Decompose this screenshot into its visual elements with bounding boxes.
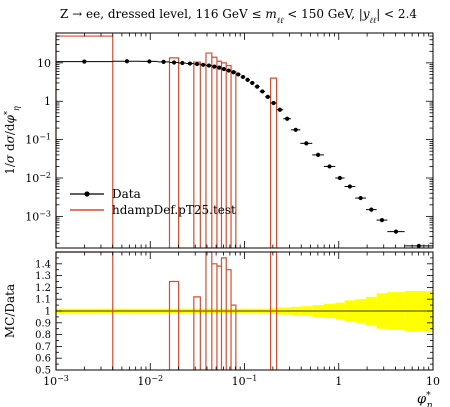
- data-point: [187, 61, 193, 66]
- x-tick-label: 10−3: [43, 374, 69, 389]
- data-point: [124, 59, 130, 64]
- data-point: [255, 84, 260, 89]
- data-point: [416, 243, 421, 249]
- data-point: [304, 141, 309, 146]
- data-point: [293, 127, 298, 132]
- data-point: [212, 64, 217, 69]
- y-tick-label: 1: [44, 95, 51, 108]
- data-point: [245, 77, 250, 82]
- y-tick-label: 10−2: [25, 171, 51, 186]
- ratio-tick-label: 0.8: [35, 330, 51, 341]
- data-point: [369, 207, 374, 212]
- data-point: [171, 60, 177, 65]
- data-point: [217, 65, 222, 70]
- x-axis-label: φ* η: [417, 391, 433, 407]
- data-point: [337, 175, 343, 181]
- ratio-tick-label: 1.3: [35, 271, 51, 282]
- y-tick-label: 10−3: [25, 209, 51, 224]
- data-point: [260, 89, 265, 94]
- ratio-tick-label: 1: [45, 307, 51, 318]
- chart-texts: 10110−110−210−30.50.60.70.80.911.11.21.3…: [3, 7, 441, 407]
- data-point: [231, 70, 236, 75]
- y-tick-label: 10: [37, 57, 51, 70]
- data-point: [194, 61, 200, 67]
- y-tick-label: 10−1: [25, 132, 51, 147]
- data-point: [147, 59, 152, 64]
- legend-mc-label: hdampDef.pT25.test: [112, 203, 236, 217]
- data-point: [161, 59, 166, 64]
- data-point: [206, 63, 211, 68]
- ratio-tick-label: 1.4: [35, 259, 51, 270]
- uncertainty-bands: [56, 290, 433, 332]
- ratio-tick-label: 1.1: [35, 295, 51, 306]
- data-point: [315, 152, 321, 157]
- data-point: [221, 66, 226, 72]
- x-tick-label: 10−1: [232, 374, 258, 389]
- data-point: [379, 217, 385, 223]
- ratio-tick-label: 0.9: [35, 318, 51, 329]
- data-point: [358, 195, 363, 201]
- data-point: [271, 100, 276, 106]
- ratio-tick-label: 0.7: [35, 342, 51, 353]
- data-points: [56, 59, 433, 249]
- data-point: [265, 94, 270, 99]
- data-point: [180, 60, 185, 66]
- data-point: [201, 62, 206, 67]
- data-point: [347, 184, 353, 189]
- x-tick-label: 10: [426, 375, 440, 388]
- data-point: [393, 229, 399, 234]
- data-point: [226, 68, 231, 73]
- data-point: [327, 164, 332, 169]
- ratio-axis-label: MC/Data: [3, 284, 17, 338]
- data-point: [240, 74, 246, 80]
- x-tick-label: 10−2: [137, 374, 163, 389]
- x-tick-label: 1: [335, 375, 342, 388]
- ratio-tick-label: 1.2: [35, 283, 51, 294]
- data-point: [285, 116, 290, 121]
- ratio-tick-label: 0.5: [35, 366, 51, 377]
- axes: [55, 32, 434, 371]
- ratio-tick-label: 0.6: [35, 354, 51, 365]
- legend-data-marker: [84, 191, 90, 197]
- data-point: [277, 107, 283, 112]
- y-axis-label: 1/σ dσ/dφ*η: [3, 106, 21, 175]
- data-point: [250, 80, 255, 86]
- chart-title: Z → ee, dressed level, 116 GeV ≤ mℓℓ < 1…: [60, 7, 417, 25]
- data-point: [236, 72, 241, 77]
- data-point: [82, 59, 87, 64]
- legend-data-label: Data: [112, 187, 141, 201]
